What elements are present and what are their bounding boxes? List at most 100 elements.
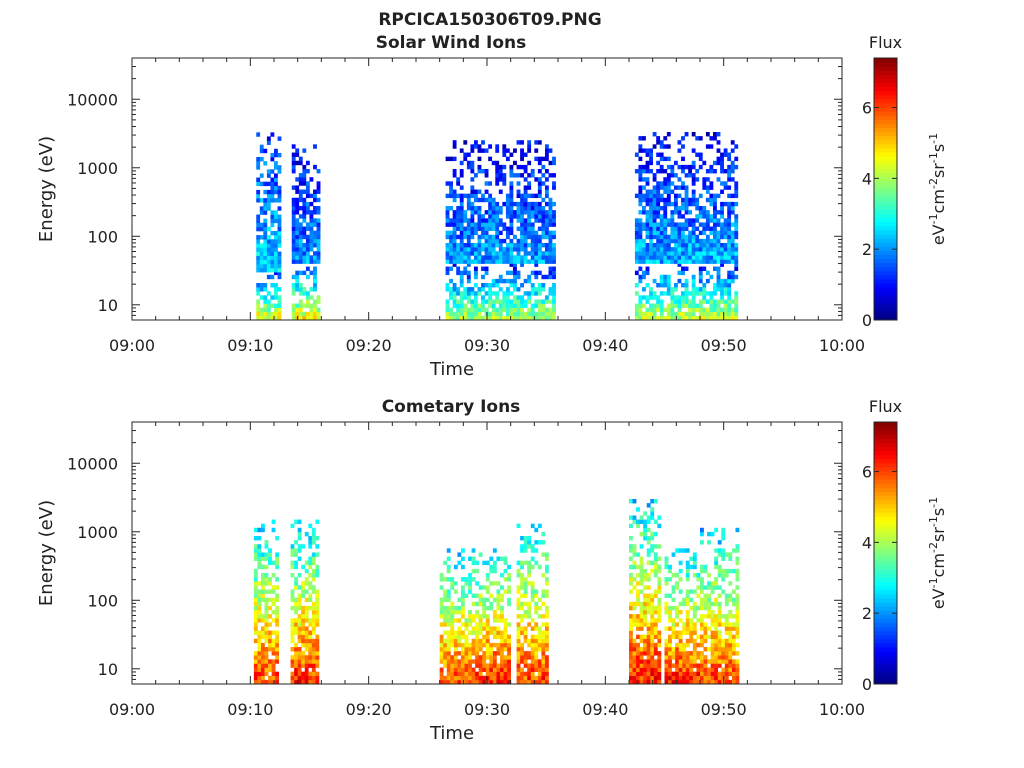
heatmap-cell — [730, 270, 735, 276]
heatmap-cell — [668, 638, 672, 644]
heatmap-cell — [485, 577, 490, 582]
heatmap-cell — [548, 311, 553, 317]
heatmap-cell — [645, 181, 650, 186]
heatmap-cell — [466, 247, 471, 252]
heatmap-cell — [710, 630, 715, 635]
heatmap-cell — [703, 630, 708, 635]
heatmap-cell — [731, 638, 736, 644]
colorbar-segment — [874, 291, 897, 296]
heatmap-cell — [298, 181, 303, 186]
heatmap-cell — [659, 242, 664, 248]
heatmap-cell — [702, 242, 707, 248]
heatmap-cell — [264, 601, 269, 607]
heatmap-cell — [681, 234, 685, 240]
heatmap-cell — [716, 148, 721, 153]
heatmap-cell — [481, 214, 485, 219]
heatmap-cell — [290, 638, 295, 644]
heatmap-cell — [277, 270, 282, 276]
heatmap-cell — [471, 577, 476, 582]
heatmap-cell — [652, 177, 657, 182]
heatmap-cell — [277, 243, 282, 248]
heatmap-cell — [294, 564, 298, 570]
heatmap-burst — [445, 140, 556, 264]
heatmap-cell — [452, 214, 457, 219]
heatmap-cell — [552, 307, 556, 313]
heatmap-cell — [537, 270, 542, 276]
heatmap-cell — [311, 556, 316, 561]
heatmap-cell — [717, 651, 722, 656]
heatmap-cell — [468, 675, 472, 681]
heatmap-cell — [705, 251, 710, 256]
heatmap-cell — [257, 642, 262, 648]
heatmap-cell — [260, 597, 265, 603]
heatmap-cell — [652, 197, 657, 203]
heatmap-cell — [673, 295, 678, 300]
heatmap-cell — [301, 589, 306, 594]
heatmap-cell — [313, 218, 317, 223]
heatmap-cell — [663, 238, 668, 244]
heatmap-cell — [692, 659, 697, 664]
heatmap-cell — [509, 311, 514, 317]
heatmap-cell — [520, 560, 524, 566]
heatmap-cell — [534, 647, 539, 652]
heatmap-cell — [445, 251, 450, 256]
heatmap-cell — [642, 311, 646, 317]
heatmap-cell — [468, 585, 472, 590]
heatmap-cell — [530, 651, 535, 656]
heatmap-cell — [270, 303, 275, 308]
heatmap-cell — [714, 675, 719, 681]
heatmap-cell — [653, 642, 658, 648]
heatmap-cell — [656, 230, 661, 236]
heatmap-cell — [642, 287, 646, 292]
heatmap-cell — [471, 626, 476, 631]
heatmap-cell — [702, 259, 707, 264]
heatmap-cell — [735, 556, 740, 561]
heatmap-cell — [308, 581, 313, 586]
heatmap-cell — [530, 597, 535, 603]
colorbar-segment — [874, 544, 897, 550]
heatmap-cell — [700, 531, 704, 537]
heatmap-cell — [681, 251, 685, 256]
heatmap-cell — [509, 206, 514, 211]
heatmap-cell — [523, 234, 528, 240]
heatmap-cell — [673, 247, 678, 252]
heatmap-cell — [491, 255, 496, 260]
heatmap-cell — [445, 303, 450, 308]
heatmap-cell — [463, 247, 468, 252]
heatmap-cell — [260, 556, 265, 561]
heatmap-cell — [500, 634, 504, 640]
heatmap-cell — [520, 307, 524, 313]
heatmap-cell — [298, 259, 303, 264]
heatmap-cell — [263, 255, 268, 261]
heatmap-cell — [482, 597, 487, 603]
heatmap-cell — [516, 638, 521, 644]
heatmap-cell — [730, 311, 735, 317]
heatmap-cell — [275, 614, 280, 619]
heatmap-cell — [301, 593, 306, 598]
heatmap-cell — [735, 593, 740, 598]
heatmap-cell — [534, 651, 539, 656]
heatmap-cell — [675, 585, 679, 590]
heatmap-cell — [260, 626, 265, 631]
heatmap-cell — [668, 564, 672, 570]
heatmap-cell — [505, 299, 510, 304]
heatmap-cell — [537, 642, 542, 648]
heatmap-cell — [691, 189, 696, 194]
heatmap-cell — [260, 642, 265, 648]
heatmap-cell — [523, 189, 528, 194]
colorbar-segment — [874, 565, 897, 570]
heatmap-cell — [313, 266, 317, 271]
heatmap-cell — [656, 210, 661, 215]
heatmap-cell — [642, 259, 646, 264]
heatmap-cell — [446, 638, 451, 644]
heatmap-cell — [700, 564, 704, 570]
heatmap-cell — [636, 667, 640, 672]
heatmap-cell — [457, 642, 462, 648]
heatmap-cell — [464, 659, 469, 664]
heatmap-cell — [439, 585, 444, 590]
heatmap-cell — [270, 259, 275, 265]
heatmap-cell — [713, 136, 717, 141]
heatmap-cell — [652, 173, 657, 178]
heatmap-cell — [503, 618, 508, 623]
